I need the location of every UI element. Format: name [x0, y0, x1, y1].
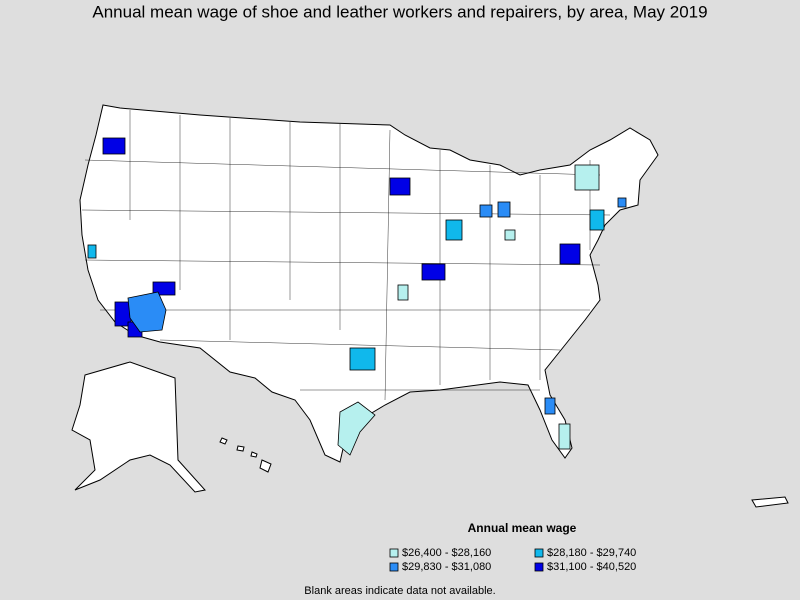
area: [421, 263, 446, 281]
legend: Annual mean wage $26,400 - $28,160 $28,18…: [389, 521, 636, 573]
hawaii: [219, 437, 272, 473]
area: [574, 164, 600, 191]
legend-swatch: [534, 548, 544, 558]
legend-title: Annual mean wage: [468, 521, 577, 535]
area: [127, 291, 167, 333]
area: [497, 201, 511, 218]
area: [617, 197, 627, 208]
map: [71, 104, 789, 508]
area: [337, 401, 376, 456]
legend-label: $28,180 - $29,740: [547, 547, 636, 559]
contiguous-us: [79, 104, 659, 463]
area: [559, 243, 581, 265]
area: [152, 281, 176, 296]
area: [389, 177, 411, 196]
map-areas: [87, 137, 627, 456]
alaska: [71, 361, 206, 493]
legend-swatch: [389, 548, 399, 558]
legend-label: $29,830 - $31,080: [402, 561, 491, 573]
area: [504, 229, 516, 241]
area: [102, 137, 126, 155]
legend-swatch: [534, 562, 544, 572]
legend-swatch: [389, 562, 399, 572]
area: [589, 209, 605, 231]
area: [397, 284, 409, 301]
area: [87, 244, 97, 259]
area: [544, 397, 556, 415]
map-title: Annual mean wage of shoe and leather wor…: [92, 2, 707, 21]
area: [349, 347, 376, 371]
legend-label: $31,100 - $40,520: [547, 561, 636, 573]
area: [445, 219, 463, 241]
puerto-rico: [751, 496, 789, 508]
area-borders: [81, 110, 611, 401]
note: Blank areas indicate data not available.: [304, 585, 495, 597]
area: [479, 204, 493, 218]
legend-label: $26,400 - $28,160: [402, 547, 491, 559]
area: [558, 423, 571, 450]
